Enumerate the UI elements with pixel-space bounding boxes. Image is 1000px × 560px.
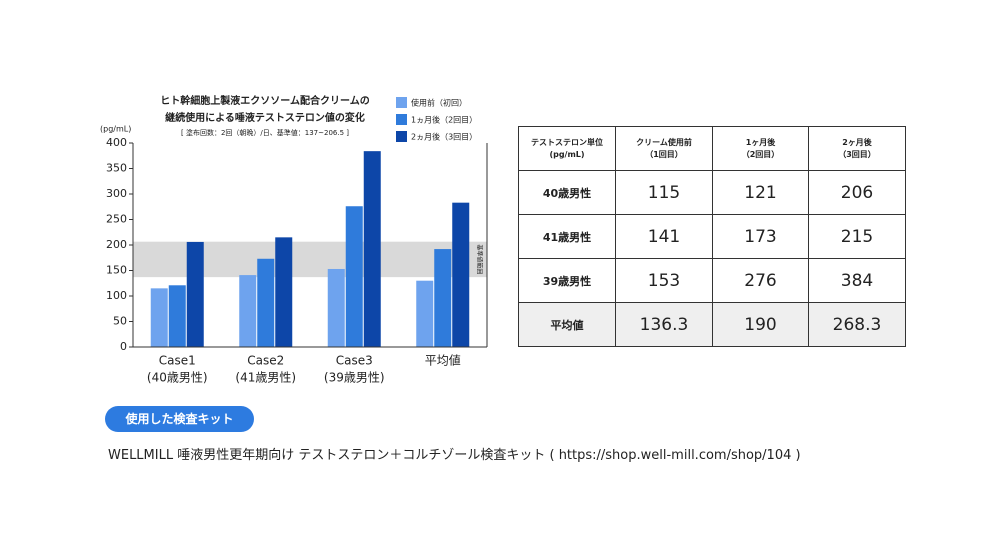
header-line: （3回目） [838,149,876,159]
kit-button[interactable]: 使用した検査キット [105,406,254,432]
chart-subtitle: [ 塗布回数：2回（朝晩）/日、基準値：137~206.5 ] [181,128,349,137]
legend-swatch [396,97,407,108]
table-cell: 276 [712,258,809,303]
bar [363,151,381,347]
x-tick-label: Case1 [159,354,196,368]
table-cell: 268.3 [808,302,906,347]
header-line: クリーム使用前 [636,137,692,147]
table-cell: 121 [712,170,809,215]
legend-swatch [396,114,407,125]
bar [275,237,293,347]
header-cell: 2ヶ月後 （3回目） [808,126,906,171]
y-tick-label: 0 [120,340,127,353]
x-tick-note: (40歳男性) [147,371,208,385]
x-tick-label: Case3 [336,354,373,368]
table-cell: 190 [712,302,809,347]
row-label: 40歳男性 [518,170,616,215]
legend-label: 1ヵ月後（2回目） [411,115,477,125]
table-cell: 136.3 [615,302,713,347]
table-cell: 384 [808,258,906,303]
header-line: (pg/mL) [549,149,585,159]
chart-title: ヒト幹細胞上製液エクソソーム配合クリームの [160,94,369,107]
y-tick-label: 100 [106,289,127,302]
table-cell: 115 [615,170,713,215]
header-line: 2ヶ月後 [842,137,872,147]
header-cell: テストステロン単位 (pg/mL) [518,126,616,171]
y-tick-label: 300 [106,187,127,200]
header-line: （2回目） [741,149,780,159]
bar [239,275,257,347]
x-tick-label: 平均値 [425,353,461,368]
chart-title: 継続使用による唾液テストステロン値の変化 [165,111,365,124]
legend-swatch [396,131,407,142]
table-cell: 206 [808,170,906,215]
y-tick-label: 200 [106,238,127,251]
header-line: 1ヶ月後 [745,137,776,147]
bar [434,249,452,347]
header-cell: 1ヶ月後 （2回目） [712,126,809,171]
table-cell: 141 [615,214,713,259]
y-tick-label: 350 [106,162,127,175]
y-tick-label: 50 [113,315,127,328]
bar [416,280,434,347]
table-row: 39歳男性 153 276 384 [518,258,906,303]
row-label: 平均値 [518,302,616,347]
kit-text: WELLMILL 唾液男性更年期向け テストステロン＋コルチゾール検査キット (… [108,448,801,463]
header-row: テストステロン単位 (pg/mL) クリーム使用前 （1回目） 1ヶ月後 （2回目） 2ヶ月… [518,126,906,171]
y-tick-label: 400 [106,136,127,149]
y-axis-label: (pg/mL) [100,125,131,134]
y-tick-label: 250 [106,213,127,226]
band-label: 基準値範囲 [476,244,484,274]
row-label: 39歳男性 [518,258,616,303]
x-tick-note: (41歳男性) [235,371,296,385]
reference-band [133,241,487,278]
header-cell: クリーム使用前 （1回目） [615,126,713,171]
header-line: テストステロン単位 [531,137,603,147]
table-row: 40歳男性 115 121 206 [518,170,906,215]
table-cell: 153 [615,258,713,303]
x-tick-label: Case2 [247,354,284,368]
table-cell: 173 [712,214,809,259]
bar [345,206,363,347]
bar [168,285,186,347]
x-tick-note: (39歳男性) [324,371,385,385]
bar [257,258,275,347]
row-label: 41歳男性 [518,214,616,259]
bar [327,268,345,347]
chart: ヒト幹細胞上製液エクソソーム配合クリームの 継続使用による唾液テストステロン値の… [100,94,488,385]
legend-label: 2ヵ月後（3回目） [411,132,477,142]
bar [186,241,204,347]
y-tick-label: 150 [106,264,127,277]
table: テストステロン単位 (pg/mL) クリーム使用前 （1回目） 1ヶ月後 （2回目） 2ヶ月… [518,126,906,347]
header-line: （1回目） [645,149,683,159]
table-row: 41歳男性 141 173 215 [518,214,906,259]
bar [150,288,168,347]
table-cell: 215 [808,214,906,259]
legend-label: 使用前（初回） [411,98,467,108]
table-row: 平均値 136.3 190 268.3 [518,302,906,347]
bar [452,202,470,347]
